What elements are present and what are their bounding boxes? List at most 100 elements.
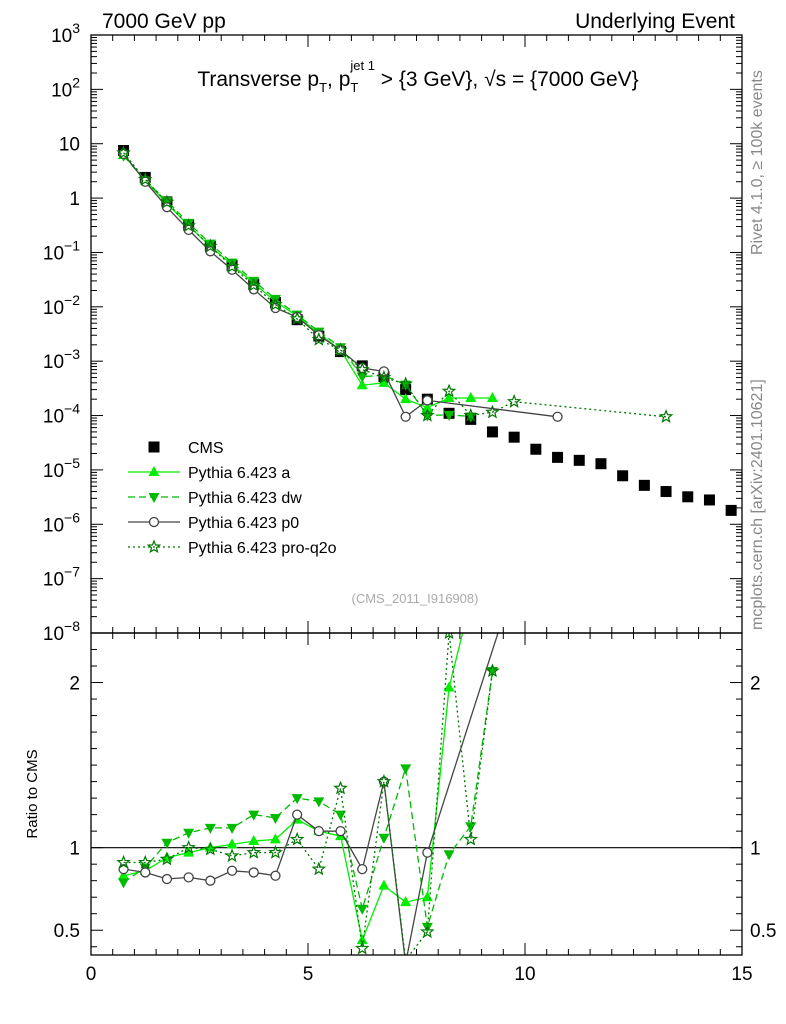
legend-label-dw: Pythia 6.423 dw xyxy=(188,490,302,507)
ratio-series-a xyxy=(118,633,464,945)
ratio-point-dw xyxy=(118,878,130,889)
main-series-cms xyxy=(118,145,737,516)
mcplots-label: mcplots.cern.ch [arXiv:2401.10621] xyxy=(749,379,766,630)
ratio-point-q2o xyxy=(354,940,370,955)
legend-marker-a xyxy=(148,466,160,476)
main-point-a xyxy=(465,392,477,403)
ratio-y-tick-label: 2 xyxy=(69,674,80,695)
main-series-q2o xyxy=(116,145,674,423)
main-point-cms xyxy=(552,451,564,463)
ratio-point-q2o xyxy=(376,773,392,788)
main-point-dw xyxy=(183,218,195,229)
legend-marker-cms xyxy=(148,441,160,453)
ratio-line-a xyxy=(123,633,464,943)
ratio-point-dw xyxy=(335,810,347,821)
ratio-y-tick-label: 0.5 xyxy=(54,921,80,942)
main-point-q2o xyxy=(137,171,153,186)
legend-item-a: Pythia 6.423 a xyxy=(128,465,290,482)
legend-marker-q2o xyxy=(146,539,162,554)
main-point-a xyxy=(400,393,412,404)
legend-label-a: Pythia 6.423 a xyxy=(188,465,290,482)
rivet-version-label: Rivet 4.1.0, ≥ 100k events xyxy=(749,70,766,255)
y-tick-label: 10−8 xyxy=(43,618,80,645)
ratio-point-q2o xyxy=(485,663,500,678)
y-tick-label: 10−2 xyxy=(43,292,80,319)
x-tick-label: 5 xyxy=(303,964,314,985)
ratio-point-p0 xyxy=(335,826,346,837)
ratio-point-p0 xyxy=(248,867,259,878)
y-tick-label: 10−3 xyxy=(43,346,80,373)
ratio-point-a xyxy=(118,869,130,880)
ratio-axes: 0 5 10 15 0.5 0.5 1 1 2 2 xyxy=(54,633,776,985)
header-left: 7000 GeV pp xyxy=(102,10,226,33)
legend-label-q2o: Pythia 6.423 pro-q2o xyxy=(188,540,337,557)
ratio-point-p0 xyxy=(357,863,368,875)
y-tick-label: 10−5 xyxy=(43,455,80,482)
main-point-cms xyxy=(530,443,542,455)
ratio-point-dw xyxy=(313,797,325,808)
main-point-a xyxy=(378,376,390,387)
main-series-p0 xyxy=(118,148,563,422)
main-point-cms xyxy=(486,426,498,438)
ratio-point-dw xyxy=(465,822,477,833)
ratio-point-q2o xyxy=(420,924,435,939)
main-point-a xyxy=(421,401,433,412)
ratio-point-q2o xyxy=(311,861,327,876)
main-point-q2o xyxy=(506,394,522,408)
ratio-point-q2o xyxy=(181,840,196,854)
ratio-point-q2o xyxy=(289,831,305,846)
legend-item-cms: CMS xyxy=(148,440,224,457)
header-right: Underlying Event xyxy=(575,10,735,33)
main-point-q2o xyxy=(485,404,500,419)
ratio-point-q2o xyxy=(333,780,348,795)
main-point-q2o xyxy=(420,407,435,422)
main-point-cms xyxy=(660,486,672,498)
ratio-point-a xyxy=(356,934,368,945)
main-point-q2o xyxy=(159,194,175,209)
main-point-q2o xyxy=(441,383,457,398)
main-point-cms xyxy=(617,470,629,482)
ratio-point-dw xyxy=(443,850,455,861)
legend-label-p0: Pythia 6.423 p0 xyxy=(188,515,299,532)
main-point-dw xyxy=(248,276,260,287)
ratio-series-dw xyxy=(118,666,498,933)
ratio-point-a xyxy=(226,838,238,849)
ratio-y-axis-label: Ratio to CMS xyxy=(24,749,41,838)
main-point-q2o xyxy=(181,218,196,232)
ratio-point-dw xyxy=(226,823,238,834)
ratio-point-dw xyxy=(161,838,173,849)
ratio-point-a xyxy=(400,896,412,907)
ratio-point-a xyxy=(443,681,455,692)
main-point-cms xyxy=(725,504,737,516)
ratio-point-q2o xyxy=(224,848,240,863)
main-point-q2o xyxy=(333,342,348,357)
x-tick-label: 0 xyxy=(86,964,97,985)
main-point-q2o xyxy=(289,311,305,326)
ratio-y-tick-label: 1 xyxy=(69,839,80,860)
y-tick-label: 102 xyxy=(51,74,80,101)
ratio-point-p0 xyxy=(422,847,433,858)
main-point-q2o xyxy=(224,258,240,273)
ratio-point-dw xyxy=(378,833,390,844)
main-point-a xyxy=(356,379,368,390)
ratio-point-p0 xyxy=(313,826,325,837)
main-line-q2o xyxy=(123,152,667,418)
ratio-y-tick-label-right: 1 xyxy=(750,839,761,860)
main-point-cms xyxy=(638,479,650,491)
analysis-watermark: (CMS_2011_I916908) xyxy=(352,591,479,606)
legend-label-cms: CMS xyxy=(188,440,224,457)
ratio-point-q2o xyxy=(268,844,283,859)
x-tick-label: 10 xyxy=(514,964,535,985)
legend-item-q2o: Pythia 6.423 pro-q2o xyxy=(128,539,337,557)
x-tick-label: 15 xyxy=(731,964,752,985)
y-tick-label: 1 xyxy=(69,189,80,210)
main-line-p0 xyxy=(123,153,558,418)
y-tick-label: 10−7 xyxy=(43,564,80,591)
y-tick-label: 103 xyxy=(51,20,80,47)
main-point-q2o xyxy=(354,361,370,376)
ratio-series-layer xyxy=(116,633,500,955)
main-point-cms xyxy=(595,458,607,470)
ratio-line-p0 xyxy=(123,633,499,955)
main-point-q2o xyxy=(463,407,479,422)
